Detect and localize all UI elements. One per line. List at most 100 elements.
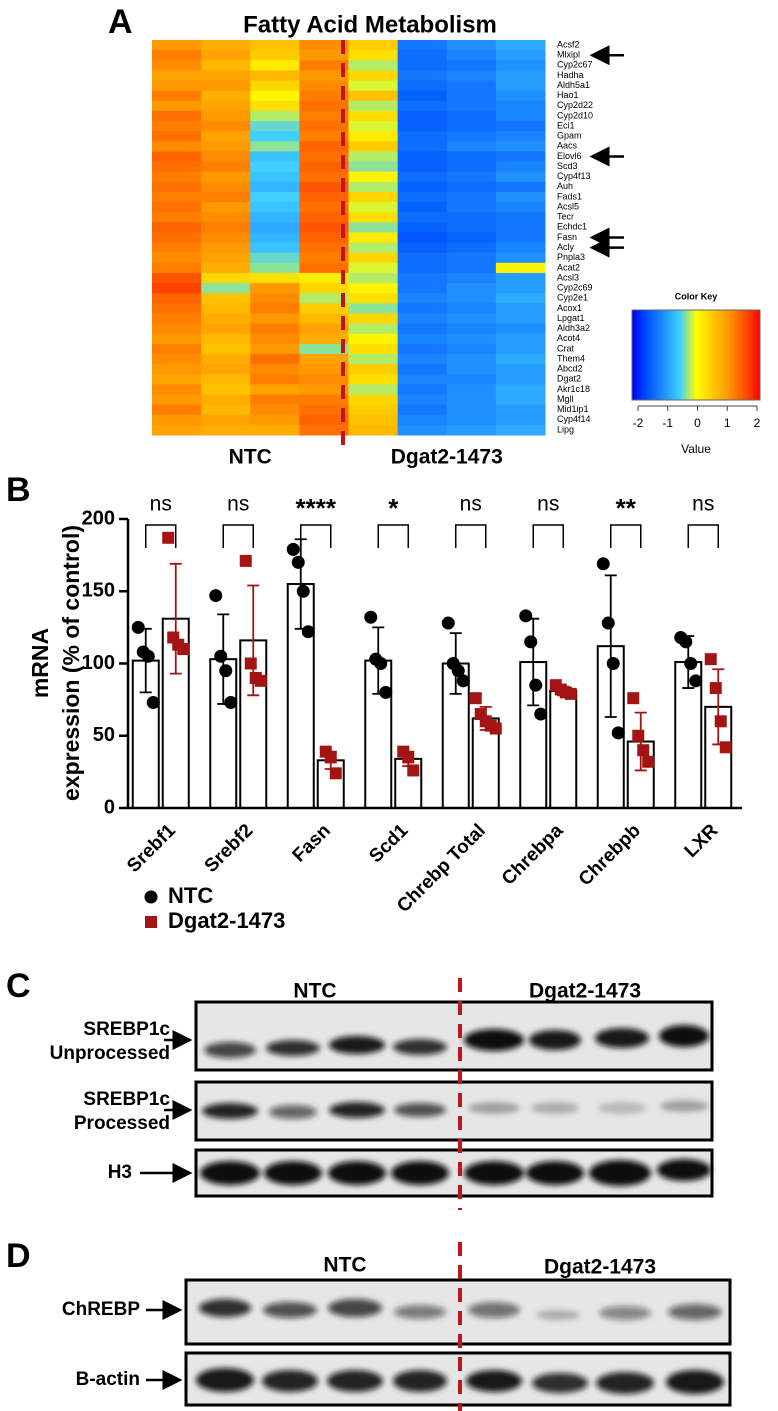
- heatmap-cell: [348, 283, 399, 294]
- data-point: [219, 664, 233, 678]
- heatmap-cell: [250, 151, 300, 163]
- heatmap-cell: [348, 394, 399, 406]
- heatmap-cell: [397, 60, 448, 71]
- row-label: Crat: [557, 343, 575, 353]
- heatmap-cell: [495, 60, 546, 71]
- heatmap-cell: [250, 110, 300, 122]
- significance-bracket: [222, 524, 254, 548]
- data-point: [456, 674, 470, 688]
- color-key-tick-label: 1: [724, 416, 731, 430]
- heatmap-cell: [201, 323, 251, 335]
- heatmap-cell: [152, 374, 202, 385]
- heatmap-cell: [250, 343, 300, 355]
- heatmap-cell: [348, 293, 399, 304]
- heatmap-cell: [495, 232, 546, 244]
- heatmap-cell: [446, 141, 497, 152]
- heatmap-cell: [152, 232, 202, 244]
- heatmap-cell: [201, 424, 251, 436]
- heatmap-cell: [348, 191, 399, 203]
- data-point: [611, 726, 625, 740]
- heatmap-cell: [152, 70, 202, 82]
- heatmap-cell: [250, 90, 300, 102]
- heatmap-cell: [348, 242, 399, 254]
- row-label: Cyp2d10: [557, 110, 593, 120]
- data-point: [529, 678, 543, 692]
- heatmap-cell: [397, 100, 448, 112]
- row-label: Cyp4f13: [557, 171, 591, 181]
- heatmap-cell: [152, 252, 202, 264]
- heatmap-cell: [495, 323, 546, 335]
- row-label: Aldh5a1: [557, 80, 590, 90]
- data-point: [564, 687, 577, 700]
- heatmap-cell: [250, 272, 300, 284]
- heatmap-cell: [446, 272, 497, 284]
- data-point: [519, 609, 533, 623]
- heatmap-cell: [152, 404, 202, 416]
- heatmap-cell: [201, 384, 251, 395]
- heatmap-cell: [201, 212, 251, 223]
- heatmap-cell: [495, 404, 546, 416]
- data-point: [324, 751, 337, 764]
- heatmap-cell: [495, 131, 546, 142]
- row-label: Gpam: [557, 131, 582, 141]
- heatmap-cell: [397, 364, 448, 375]
- data-point: [291, 555, 305, 569]
- heatmap-cell: [397, 90, 448, 102]
- heatmap-cell: [397, 252, 448, 264]
- heatmap-cell: [152, 303, 202, 314]
- heatmap-cell: [397, 110, 448, 122]
- heatmap-cell: [152, 414, 202, 426]
- heatmap-cell: [299, 181, 349, 193]
- significance-bracket: [455, 524, 487, 548]
- heatmap-cell: [397, 374, 448, 385]
- heatmap-cell: [299, 313, 349, 325]
- heatmap-cell: [299, 404, 349, 416]
- heatmap-cell: [446, 212, 497, 223]
- data-point: [489, 722, 502, 735]
- heatmap-cell: [201, 60, 251, 71]
- heatmap-cell: [201, 222, 251, 233]
- data-point: [131, 620, 145, 634]
- heatmap-cell: [446, 50, 497, 61]
- heatmap-cell: [250, 212, 300, 223]
- heatmap-cell: [201, 121, 251, 132]
- heatmap-cell: [446, 191, 497, 203]
- heatmap-cell: [397, 262, 448, 274]
- row-label: Acsf2: [557, 39, 580, 49]
- row-label: H3: [108, 1162, 132, 1183]
- heatmap-cell: [348, 151, 399, 163]
- heatmap-cell: [250, 364, 300, 375]
- heatmap-cell: [495, 40, 546, 51]
- legend-marker: [145, 916, 157, 928]
- data-point: [689, 674, 703, 688]
- heatmap-cell: [495, 110, 546, 122]
- heatmap-cell: [446, 100, 497, 112]
- blot-c: NTC Dgat2-1473: [50, 978, 714, 1210]
- heatmap-cell: [250, 394, 300, 406]
- color-key-tick-label: 2: [754, 416, 761, 430]
- significance-bracket: [687, 524, 719, 548]
- heatmap-cell: [397, 151, 448, 163]
- data-point: [407, 764, 420, 777]
- heatmap-cell: [397, 272, 448, 284]
- heatmap-cell: [250, 131, 300, 142]
- row-label: Cyp2c67: [557, 60, 593, 70]
- row-label: Fasn: [557, 232, 577, 242]
- heatmap-cell: [348, 353, 399, 365]
- heatmap-cell: [348, 272, 399, 284]
- heatmap-cell: [397, 323, 448, 335]
- heatmap-cell: [299, 364, 349, 375]
- bands: [200, 1025, 711, 1186]
- heatmap-cell: [299, 252, 349, 264]
- heatmap-cell: [348, 222, 399, 233]
- heatmap-cell: [397, 121, 448, 132]
- heatmap-cell: [250, 384, 300, 395]
- heatmap-cell: [250, 424, 300, 436]
- data-point: [141, 649, 155, 663]
- heatmap-cell: [250, 374, 300, 385]
- heatmap-cell: [397, 303, 448, 314]
- heatmap-cell: [201, 272, 251, 284]
- heatmap-cell: [152, 242, 202, 254]
- heatmap-cell: [152, 424, 202, 436]
- heatmap-cell: [201, 293, 251, 304]
